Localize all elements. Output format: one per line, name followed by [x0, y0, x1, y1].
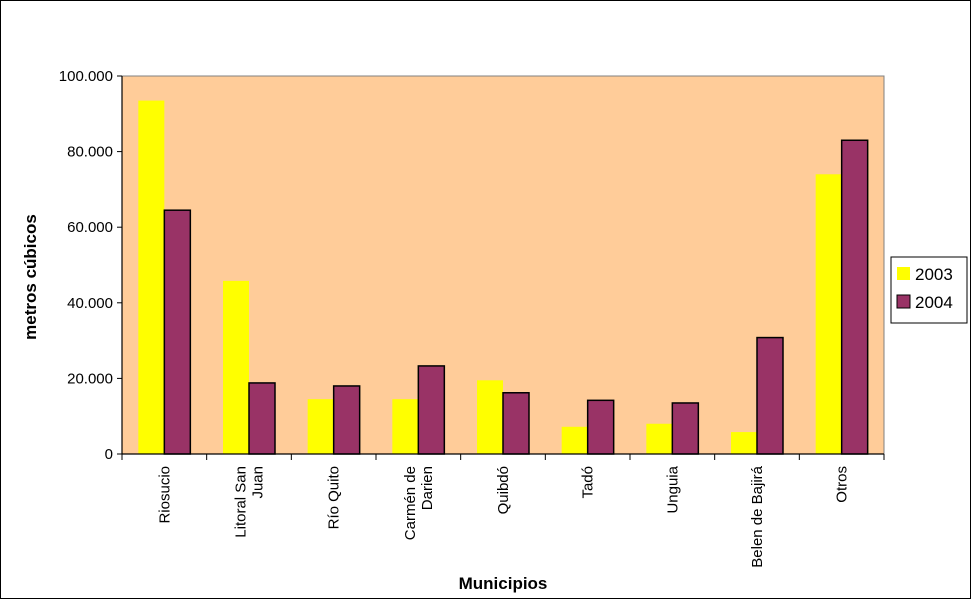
legend-label-2003: 2003	[915, 265, 953, 284]
bar-2004-7	[756, 336, 784, 455]
bar-2004-6	[671, 402, 700, 455]
x-category-label: Riosucio	[156, 466, 173, 524]
x-category-label: Darien	[419, 466, 436, 510]
x-category-label: Quibdó	[495, 466, 512, 514]
bar-2004-4	[502, 392, 530, 455]
y-tick-label: 20.000	[67, 370, 113, 387]
y-tick-label: 80.000	[67, 144, 113, 161]
x-category-label: Carmén de	[402, 466, 419, 540]
y-tick-label: 40.000	[67, 295, 113, 312]
bar-2003-3	[392, 399, 419, 454]
bar-2003-8	[815, 174, 842, 454]
x-axis-title: Municipios	[459, 574, 548, 593]
bar-2004-0	[163, 209, 192, 455]
legend: 2003 2004	[890, 256, 968, 324]
y-tick-label: 60.000	[67, 219, 113, 236]
y-axis-title: metros cúbicos	[21, 214, 40, 340]
y-tick-label: 0	[105, 446, 113, 463]
bar-2003-0	[138, 100, 165, 454]
x-category-label: Belen de Bajirá	[749, 465, 766, 567]
bar-2003-7	[731, 432, 757, 454]
axes-layer	[117, 75, 885, 460]
bar-2004-3	[417, 365, 446, 455]
bar-2003-4	[477, 380, 503, 454]
x-category-label: Tadó	[580, 466, 597, 499]
bar-2003-5	[561, 426, 588, 454]
bar-2003-6	[646, 423, 673, 454]
bar-2004-5	[586, 399, 615, 455]
x-category-label: Litoral San	[233, 466, 250, 538]
x-category-label: Otros	[834, 466, 851, 503]
y-tick-labels: 0 20.000 40.000 60.000 80.000 100.000	[59, 68, 113, 463]
x-category-label: Río Quito	[326, 466, 343, 529]
legend-swatch-2004	[896, 294, 911, 309]
bar-2004-2	[332, 385, 361, 455]
y-tick-label: 100.000	[59, 68, 113, 85]
bar-2003-1	[223, 280, 249, 454]
bar-2003-2	[307, 399, 334, 454]
legend-swatch-2003	[897, 267, 910, 280]
bar-2004-8	[840, 139, 869, 455]
x-category-labels: Riosucio Litoral San Juan Río Quito Carmén d…	[156, 465, 850, 567]
x-category-label: Juan	[250, 466, 267, 499]
bar-2004-1	[248, 382, 276, 455]
x-category-label: Unguia	[664, 465, 681, 513]
bars-layer	[138, 100, 869, 455]
legend-label-2004: 2004	[915, 293, 953, 312]
